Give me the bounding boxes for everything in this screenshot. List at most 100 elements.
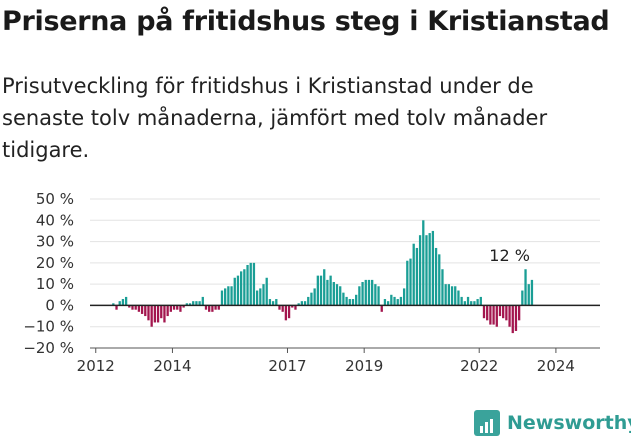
bar <box>342 292 345 306</box>
bar <box>185 303 188 306</box>
x-tick-label: 2024 <box>537 357 575 375</box>
bar <box>252 262 256 306</box>
bar <box>470 301 473 306</box>
bar <box>182 305 185 308</box>
bar <box>217 305 220 310</box>
bar <box>300 301 304 306</box>
y-tick-label: 30 % <box>36 233 74 251</box>
price-change-chart: 50 % 40 % 30 % 20 % 10 % 0 % −10 % −20 %2012 201… <box>23 190 600 375</box>
bar <box>319 275 323 306</box>
bar <box>176 305 179 310</box>
x-tick-label: 2017 <box>268 357 306 375</box>
bar <box>262 284 265 306</box>
bar <box>112 303 115 306</box>
bar <box>150 305 153 327</box>
bar <box>450 286 454 306</box>
bar <box>172 305 176 310</box>
bar <box>147 305 150 321</box>
bar <box>326 279 329 306</box>
bar <box>230 286 233 306</box>
bar <box>518 305 521 321</box>
bar <box>524 269 527 306</box>
bar <box>240 271 243 306</box>
bar <box>527 284 530 306</box>
y-tick-label: 0 % <box>45 296 74 314</box>
bar <box>431 230 435 306</box>
bar <box>144 305 147 317</box>
bar <box>502 305 505 319</box>
bar <box>294 305 297 310</box>
bar <box>415 247 419 306</box>
bar <box>284 305 288 321</box>
bar <box>457 290 460 306</box>
bar <box>434 247 438 306</box>
bar <box>390 294 393 306</box>
bar <box>371 279 374 306</box>
bar <box>249 262 252 306</box>
bar <box>486 305 489 321</box>
page-subtitle: Prisutveckling för fritidshus i Kristian… <box>2 74 548 162</box>
bar <box>233 277 236 306</box>
bar <box>115 305 118 310</box>
bar <box>156 305 160 323</box>
bar <box>307 296 310 306</box>
bar <box>128 305 131 308</box>
bar <box>166 305 169 317</box>
bar <box>444 284 447 306</box>
bar <box>374 284 377 306</box>
bar <box>227 286 230 306</box>
bar <box>521 290 524 306</box>
x-tick-label: 2022 <box>460 357 498 375</box>
bar <box>447 284 450 306</box>
bar <box>281 305 284 312</box>
bar <box>160 305 163 319</box>
bar <box>236 275 240 306</box>
bar <box>339 286 342 306</box>
bar <box>351 299 355 306</box>
bar <box>140 305 144 314</box>
bar <box>495 305 498 327</box>
bar <box>313 288 316 306</box>
bar <box>438 254 441 306</box>
bar <box>275 299 278 306</box>
bar <box>246 264 249 306</box>
bar <box>163 305 166 323</box>
bar <box>505 305 508 321</box>
bar <box>271 301 275 306</box>
bar <box>303 301 307 306</box>
bar <box>297 303 300 306</box>
bar <box>188 303 192 306</box>
bar <box>348 299 351 306</box>
bar <box>220 290 224 306</box>
bar <box>498 305 502 317</box>
bar-chart-icon <box>474 410 500 436</box>
y-tick-label: −20 % <box>23 339 74 357</box>
bar <box>441 269 444 306</box>
brand-name: Newsworthy <box>507 412 631 434</box>
bar <box>278 305 281 310</box>
newsworthy-logo[interactable]: Newsworthy <box>474 406 631 440</box>
bar <box>287 305 291 319</box>
bar <box>399 296 403 306</box>
bar <box>473 301 476 306</box>
bar <box>131 305 134 310</box>
bar <box>396 299 399 306</box>
bar <box>345 296 348 306</box>
bar <box>291 305 294 308</box>
bar <box>255 290 259 306</box>
bar <box>492 305 495 325</box>
bar <box>201 296 204 306</box>
bar <box>425 235 428 306</box>
bar <box>310 292 313 306</box>
bar <box>418 235 422 306</box>
bar <box>265 277 268 306</box>
bar <box>476 299 479 306</box>
bar <box>380 305 383 312</box>
bar <box>259 288 262 306</box>
bar <box>198 301 201 306</box>
bar <box>386 301 390 306</box>
bar <box>358 286 361 306</box>
bar <box>153 305 157 323</box>
bar <box>479 296 482 306</box>
bar <box>268 299 272 306</box>
